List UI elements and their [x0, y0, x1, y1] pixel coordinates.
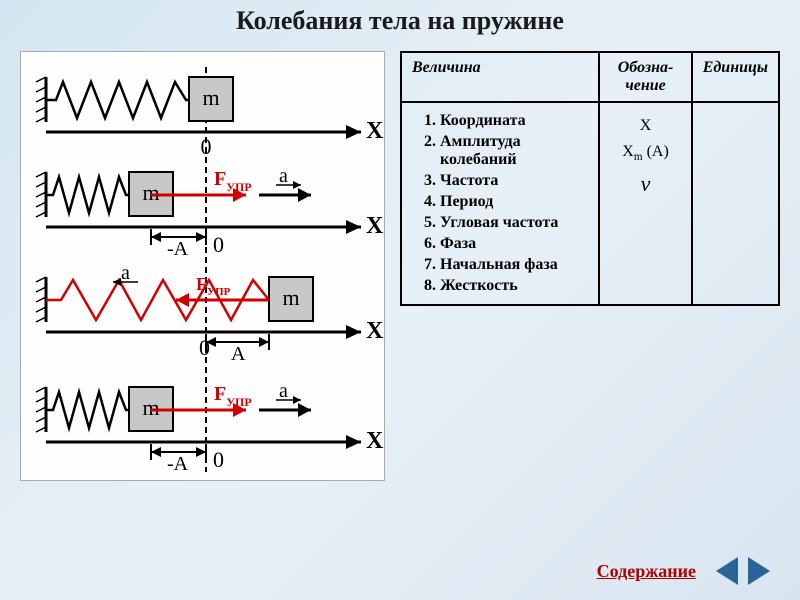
list-item: Фаза: [440, 235, 588, 253]
col-units: Единицы: [692, 52, 779, 102]
svg-text:X: X: [366, 213, 384, 239]
svg-text:0: 0: [213, 447, 224, 472]
list-item: Координата: [440, 112, 588, 130]
prev-button[interactable]: [716, 557, 738, 585]
svg-text:а: а: [279, 165, 288, 187]
svg-text:FУПР: FУПР: [214, 168, 252, 194]
quantities-table: Величина Обозна-чение Единицы Координата…: [400, 51, 780, 481]
svg-text:X: X: [366, 118, 384, 144]
col-quantity: Величина: [401, 52, 599, 102]
spring-oscillation-diagram: m X 0 m: [20, 51, 385, 481]
svg-text:m: m: [202, 85, 219, 110]
svg-text:FУПР: FУПР: [214, 383, 252, 409]
contents-link[interactable]: Содержание: [597, 561, 696, 582]
next-button[interactable]: [748, 557, 770, 585]
list-item: Угловая частота: [440, 214, 588, 232]
symbol-x: X: [610, 117, 680, 135]
svg-text:m: m: [282, 285, 299, 310]
col-symbol: Обозна-чение: [599, 52, 691, 102]
svg-text:X: X: [366, 318, 384, 344]
list-item: Жесткость: [440, 277, 588, 295]
svg-text:m: m: [142, 180, 159, 205]
list-item: Амплитуда колебаний: [440, 133, 588, 169]
slide-title: Колебания тела на пружине: [0, 0, 800, 36]
svg-text:0: 0: [213, 232, 224, 257]
list-item: Начальная фаза: [440, 256, 588, 274]
svg-text:0: 0: [199, 335, 210, 360]
svg-text:-A: -A: [167, 453, 189, 475]
svg-text:0: 0: [201, 134, 212, 159]
svg-text:а: а: [279, 380, 288, 402]
list-item: Частота: [440, 172, 588, 190]
svg-text:A: A: [231, 343, 246, 365]
svg-text:m: m: [142, 395, 159, 420]
svg-text:X: X: [366, 428, 384, 454]
svg-text:а: а: [121, 262, 130, 284]
symbol-nu: ν: [610, 171, 680, 197]
symbol-xm: Xm (A): [610, 143, 680, 163]
list-item: Период: [440, 193, 588, 211]
svg-text:-A: -A: [167, 238, 189, 260]
